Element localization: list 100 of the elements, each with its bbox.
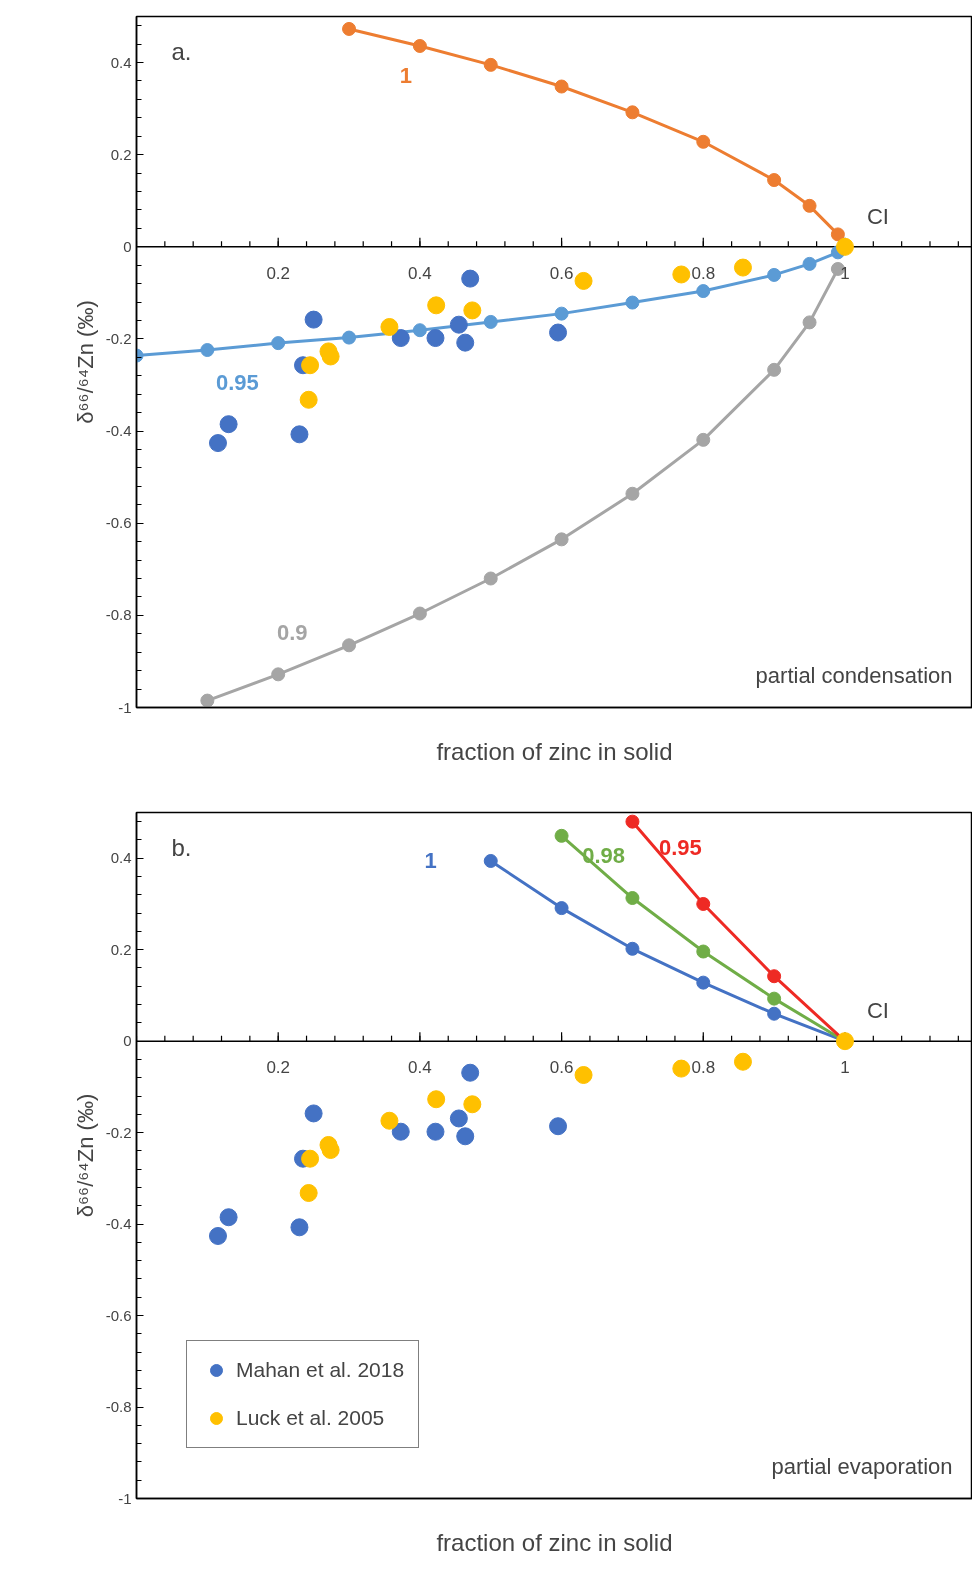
- point: [767, 362, 782, 377]
- y-tick-label: -0.6: [105, 1306, 132, 1324]
- point: [696, 944, 711, 959]
- point: [574, 1066, 593, 1084]
- point: [625, 486, 640, 501]
- text: 1: [424, 848, 437, 874]
- point: [625, 105, 640, 120]
- point: [554, 306, 569, 321]
- point: [301, 1149, 320, 1168]
- point: [200, 693, 215, 708]
- y-tick-label: 0.4: [110, 849, 132, 867]
- x-tick-label: 0.6: [549, 1058, 574, 1078]
- point: [549, 1117, 568, 1136]
- point: [427, 296, 446, 315]
- point: [696, 284, 711, 299]
- point: [835, 237, 854, 256]
- point: [696, 975, 711, 990]
- point: [802, 198, 817, 213]
- x-tick-label: 1: [840, 263, 850, 283]
- point: [271, 667, 286, 682]
- x-axis-title: fraction of zinc in solid: [436, 737, 673, 765]
- y-tick-label: -1: [118, 698, 132, 716]
- point: [767, 173, 782, 188]
- point: [426, 1122, 445, 1141]
- x-tick-label: 0.6: [549, 263, 574, 283]
- y-axis-title: δ⁶⁶/⁶⁴Zn (‰): [72, 1093, 98, 1218]
- point: [625, 814, 640, 829]
- point: [483, 314, 498, 329]
- series-label: 1: [399, 63, 413, 89]
- point: [380, 1111, 399, 1130]
- point: [696, 896, 711, 911]
- point: [554, 532, 569, 547]
- point: [574, 271, 593, 290]
- x-tick-label: 0.2: [266, 263, 291, 283]
- annotation: partial evaporation: [771, 1453, 953, 1479]
- y-tick-label: -0.6: [105, 514, 132, 532]
- point: [483, 57, 498, 72]
- point: [290, 425, 309, 444]
- series-label: 0.95: [215, 369, 259, 395]
- y-tick-label: -1: [118, 1489, 132, 1507]
- point: [321, 1141, 340, 1159]
- point: [554, 828, 569, 843]
- series-label: 0.9: [276, 619, 308, 645]
- point: [767, 1006, 782, 1021]
- point: [767, 991, 782, 1006]
- x-axis-title: fraction of zinc in solid: [436, 1528, 673, 1556]
- point: [456, 1127, 475, 1146]
- point: [463, 1095, 482, 1114]
- point: [625, 295, 640, 310]
- y-tick-label: -0.2: [105, 1123, 132, 1141]
- y-tick-label: 0: [123, 237, 132, 255]
- point: [200, 343, 215, 358]
- point: [549, 323, 568, 342]
- point: [412, 606, 427, 621]
- point: [299, 390, 318, 409]
- series-label: 0.95: [659, 835, 702, 861]
- y-tick-label: 0: [123, 1032, 132, 1050]
- y-tick-label: 0.4: [110, 53, 132, 71]
- point: [412, 39, 427, 53]
- point: [461, 269, 480, 288]
- point: [426, 329, 445, 348]
- point: [304, 310, 323, 329]
- annotation: CI: [866, 998, 889, 1024]
- annotation: CI: [866, 203, 889, 229]
- point: [449, 1109, 468, 1128]
- point: [830, 227, 845, 242]
- point: [767, 267, 782, 282]
- point: [463, 301, 482, 320]
- y-tick-label: -0.2: [105, 329, 132, 347]
- point: [301, 356, 320, 375]
- x-tick-label: 0.4: [408, 1058, 432, 1078]
- point: [427, 1090, 446, 1109]
- point: [391, 329, 410, 348]
- point: [380, 318, 399, 336]
- point: [696, 134, 711, 149]
- y-tick-label: -0.4: [105, 422, 132, 440]
- series-label: 0.98: [582, 843, 625, 869]
- point: [304, 1104, 323, 1123]
- point: [299, 1184, 318, 1202]
- point: [449, 315, 468, 334]
- x-tick-label: 0.2: [266, 1058, 291, 1078]
- point: [802, 315, 817, 330]
- point: [483, 853, 498, 868]
- point: [271, 336, 286, 351]
- x-tick-label: 0.4: [408, 263, 432, 283]
- point: [342, 638, 357, 653]
- point: [625, 941, 640, 956]
- point: [412, 323, 427, 338]
- point: [290, 1218, 309, 1237]
- point: [219, 415, 238, 434]
- legend-label: Luck et al. 2005: [236, 1406, 385, 1430]
- point: [767, 969, 782, 984]
- annotation: b.: [171, 833, 192, 861]
- point: [672, 1059, 691, 1078]
- point: [625, 891, 640, 906]
- y-tick-label: -0.4: [105, 1215, 132, 1233]
- point: [554, 901, 569, 916]
- point: [342, 21, 357, 36]
- point: [733, 1052, 752, 1071]
- point: [483, 571, 498, 586]
